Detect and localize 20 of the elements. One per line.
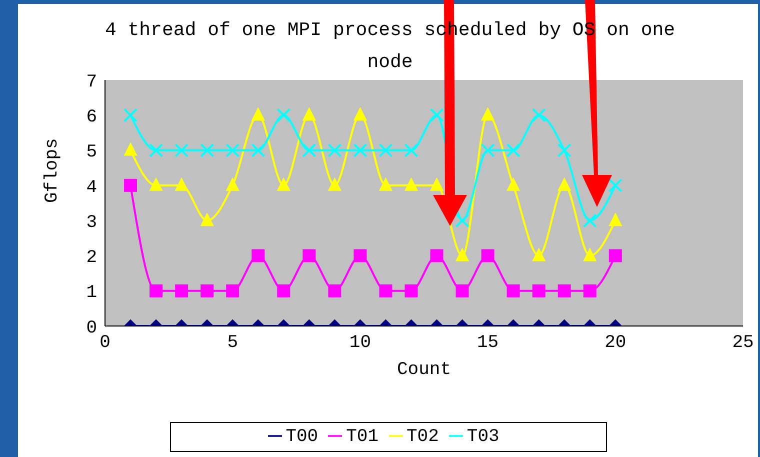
y-tick-label: 4 — [86, 178, 97, 198]
y-axis-title: Gflops — [42, 138, 62, 203]
y-tick-label: 5 — [86, 142, 97, 163]
x-tick-label: 5 — [227, 332, 238, 353]
x-tick-label: 15 — [476, 332, 499, 353]
x-tick-label: 25 — [732, 332, 754, 353]
y-tick-label: 0 — [86, 318, 97, 338]
legend-label: T03 — [466, 427, 500, 447]
legend-label: T00 — [286, 427, 318, 447]
legend-label: T02 — [406, 427, 439, 447]
y-tick-label: 2 — [86, 248, 97, 268]
x-tick-label: 0 — [100, 332, 110, 353]
y-tick-label: 3 — [86, 212, 97, 233]
y-tick-label: 6 — [86, 108, 97, 128]
x-tick-label: 20 — [604, 332, 626, 353]
x-axis-title: Count — [396, 360, 452, 380]
y-tick-label: 1 — [86, 283, 97, 304]
y-tick-label: 7 — [86, 72, 97, 92]
x-tick-label: 10 — [349, 332, 372, 353]
legend-label: T01 — [346, 427, 378, 447]
